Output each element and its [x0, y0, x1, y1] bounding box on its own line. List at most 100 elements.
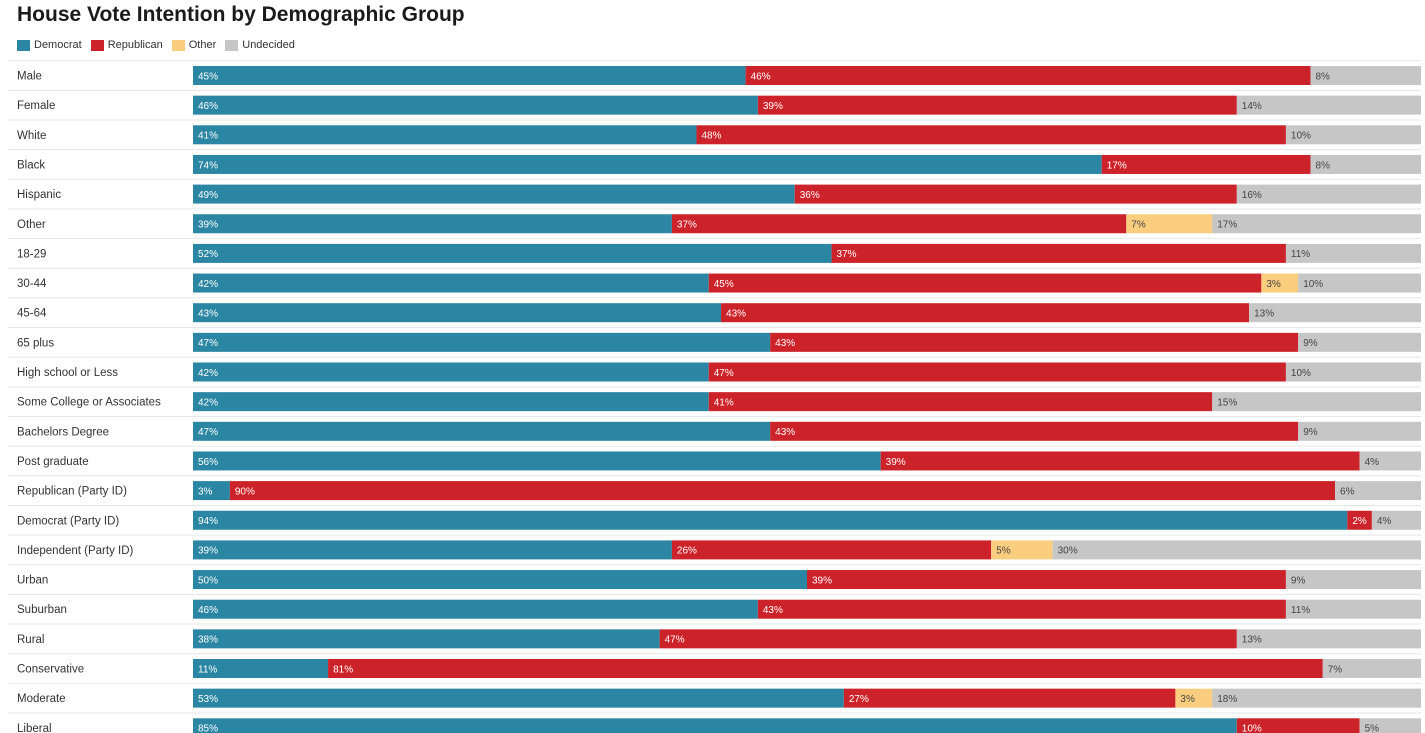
data-label-undecided: 8% — [1315, 160, 1330, 171]
category-label: Some College or Associates — [17, 397, 161, 409]
bar-segment-republican — [696, 125, 1286, 145]
bar-segment-undecided — [1052, 540, 1421, 560]
data-label-democrat: 46% — [198, 605, 218, 616]
category-label: Urban — [17, 575, 48, 587]
bar-segment-democrat — [193, 540, 672, 560]
bar-segment-republican — [1347, 510, 1372, 530]
bar-segment-democrat — [193, 332, 771, 352]
bar-segment-republican — [659, 629, 1237, 649]
data-label-republican: 43% — [726, 309, 746, 320]
legend-label: Undecided — [242, 39, 295, 51]
data-label-democrat: 11% — [198, 664, 217, 675]
bar-segment-undecided — [1236, 629, 1421, 649]
bar-segment-democrat — [193, 66, 746, 85]
category-label: 45-64 — [17, 308, 47, 320]
bar-row: 30-44 42% 45% 3% 10% — [8, 267, 1421, 293]
data-label-democrat: 52% — [198, 249, 218, 260]
data-label-undecided: 13% — [1254, 309, 1274, 320]
data-label-republican: 81% — [333, 664, 353, 675]
bar-segment-democrat — [193, 243, 832, 263]
category-label: Bachelors Degree — [17, 426, 109, 438]
legend-label: Republican — [107, 39, 163, 51]
data-label-republican: 47% — [665, 635, 685, 646]
category-label: Male — [17, 71, 42, 83]
bar-segment-democrat — [193, 303, 722, 323]
bar-row: Rural 38% 47% 13% — [8, 623, 1421, 649]
legend: Democrat Republican Other Undecided — [17, 39, 304, 51]
data-label-republican: 26% — [677, 546, 697, 557]
category-label: Other — [17, 219, 46, 231]
bar-row: Post graduate 56% 39% 4% — [8, 445, 1421, 471]
legend-swatch — [17, 39, 30, 51]
bar-segment-democrat — [193, 570, 807, 590]
category-label: High school or Less — [17, 367, 118, 379]
bar-row: White 41% 48% 10% — [8, 119, 1421, 145]
data-label-democrat: 39% — [198, 220, 218, 231]
bar-segment-undecided — [1212, 392, 1421, 412]
data-label-undecided: 4% — [1365, 457, 1380, 468]
data-label-undecided: 11% — [1291, 249, 1310, 260]
data-label-republican: 36% — [800, 190, 820, 201]
bar-segment-republican — [328, 659, 1323, 678]
legend-item-democrat: Democrat — [17, 39, 82, 51]
legend-label: Other — [188, 39, 217, 51]
bar-segment-other — [1175, 688, 1213, 708]
data-label-republican: 43% — [775, 427, 795, 438]
data-label-other: 3% — [1266, 279, 1281, 290]
legend-swatch — [90, 39, 104, 51]
category-label: Female — [17, 100, 55, 112]
data-label-democrat: 47% — [198, 427, 218, 438]
data-label-other: 5% — [996, 546, 1011, 557]
bar-row: 45-64 43% 43% 13% — [8, 297, 1421, 323]
bar-segment-undecided — [1298, 332, 1421, 352]
data-label-republican: 10% — [1242, 724, 1262, 733]
data-label-democrat: 39% — [198, 546, 218, 557]
bar-segment-other — [991, 540, 1053, 560]
data-label-republican: 41% — [714, 397, 734, 408]
bar-row: Other 39% 37% 7% 17% — [8, 208, 1421, 234]
bar-segment-republican — [1101, 154, 1311, 174]
data-label-democrat: 41% — [198, 131, 218, 142]
bar-segment-democrat — [193, 184, 795, 204]
data-label-undecided: 10% — [1291, 131, 1311, 142]
bar-row: Democrat (Party ID) 94% 2% 4% — [8, 504, 1421, 530]
data-label-republican: 46% — [751, 71, 771, 82]
bar-segment-republican — [807, 570, 1286, 590]
bar-segment-undecided — [1236, 95, 1421, 115]
data-label-democrat: 45% — [198, 71, 218, 82]
bar-segment-undecided — [1371, 510, 1421, 530]
data-label-undecided: 15% — [1217, 397, 1237, 408]
bar-row: Suburban 46% 43% 11% — [8, 593, 1421, 619]
bar-segment-republican — [880, 451, 1360, 471]
bar-segment-undecided — [1212, 688, 1421, 708]
data-label-undecided: 17% — [1217, 220, 1237, 231]
data-label-undecided: 9% — [1303, 427, 1318, 438]
data-label-republican: 45% — [714, 279, 734, 290]
data-label-republican: 47% — [714, 368, 734, 379]
data-label-republican: 37% — [837, 249, 857, 260]
data-label-democrat: 38% — [198, 635, 218, 646]
bar-row: Bachelors Degree 47% 43% 9% — [8, 416, 1421, 441]
bar-segment-democrat — [193, 273, 709, 293]
data-label-republican: 39% — [812, 575, 832, 586]
bar-segment-republican — [843, 688, 1176, 708]
category-label: Liberal — [17, 723, 52, 733]
data-label-republican: 37% — [677, 220, 697, 231]
bar-segment-republican — [721, 303, 1250, 323]
data-label-democrat: 56% — [198, 457, 218, 468]
bar-row: Moderate 53% 27% 3% 18% — [8, 682, 1421, 708]
data-label-undecided: 6% — [1340, 486, 1355, 497]
data-label-democrat: 50% — [198, 575, 218, 586]
legend-item-undecided: Undecided — [225, 39, 295, 51]
bar-row: High school or Less 42% 47% 10% — [8, 356, 1421, 382]
bar-segment-undecided — [1298, 421, 1421, 441]
bar-segment-undecided — [1322, 659, 1421, 678]
category-label: White — [17, 130, 46, 142]
bar-segment-undecided — [1298, 273, 1421, 293]
data-label-undecided: 8% — [1315, 71, 1330, 82]
data-label-democrat: 3% — [198, 486, 213, 497]
category-label: Democrat (Party ID) — [17, 515, 119, 527]
category-label: Republican (Party ID) — [17, 486, 127, 498]
bar-segment-republican — [770, 421, 1299, 441]
